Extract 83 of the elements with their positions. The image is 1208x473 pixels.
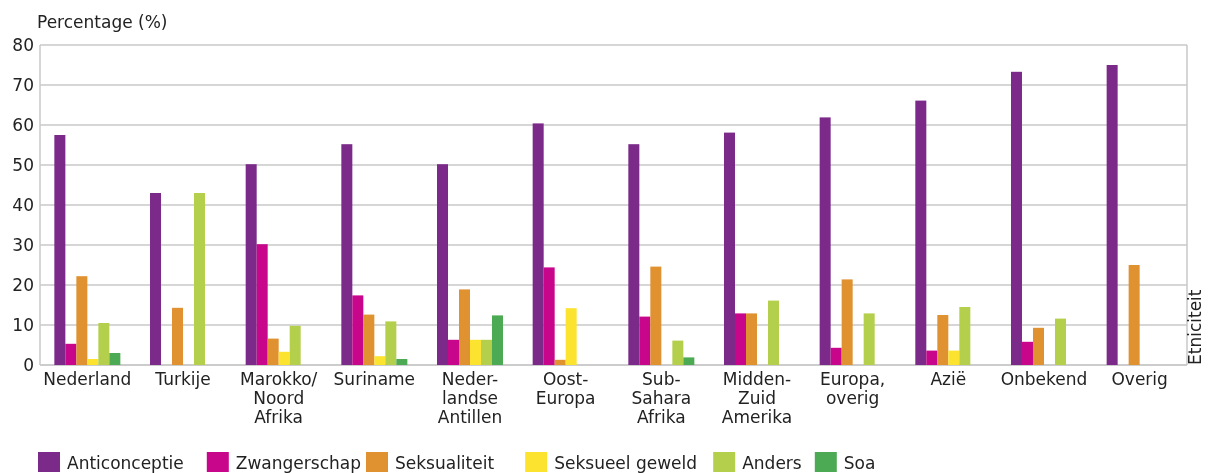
x-tick-label: Neder- landse Antillen xyxy=(437,369,503,427)
legend-label: Anders xyxy=(742,453,802,473)
bar xyxy=(532,123,544,365)
x-tick-label: Sub- Sahara Afrika xyxy=(631,369,692,427)
y-tick-label: 0 xyxy=(23,354,34,375)
bar xyxy=(926,350,938,365)
x-tick-label: Oost- Europa xyxy=(535,369,596,408)
bar xyxy=(937,315,949,365)
bar xyxy=(87,359,99,365)
bar xyxy=(470,339,482,365)
legend-label: Soa xyxy=(843,453,876,473)
bar xyxy=(1054,318,1066,365)
x-tick-label: Overig xyxy=(1111,369,1168,389)
y-tick-label: 80 xyxy=(12,34,34,55)
bar xyxy=(172,307,184,365)
y-tick-label: 20 xyxy=(12,274,34,295)
bar xyxy=(289,325,301,365)
x-tick-label: Turkije xyxy=(154,369,211,389)
bar xyxy=(341,144,353,365)
bar xyxy=(109,353,121,365)
bar xyxy=(830,347,842,365)
bar xyxy=(672,340,684,365)
bar xyxy=(437,164,448,365)
bar xyxy=(1128,265,1140,365)
bar xyxy=(841,279,853,365)
bar xyxy=(448,339,459,365)
x-tick-label: Suriname xyxy=(333,369,416,389)
bar xyxy=(98,323,110,365)
bar xyxy=(76,276,88,365)
x-tick-label: Europa, overig xyxy=(820,369,886,408)
bar xyxy=(194,193,206,365)
bar xyxy=(723,132,735,365)
legend-label: Seksualiteit xyxy=(395,453,495,473)
bar xyxy=(1106,65,1118,365)
x-tick-label: Azië xyxy=(930,369,967,389)
bar xyxy=(745,313,757,365)
bar xyxy=(628,144,640,365)
bar xyxy=(1021,341,1033,365)
x-tick-label: Marokko/ Noord Afrika xyxy=(240,369,318,427)
bar xyxy=(459,289,471,365)
legend-label: Seksueel geweld xyxy=(554,453,698,473)
y-tick-label: 60 xyxy=(12,114,34,135)
bar xyxy=(352,295,364,365)
bar xyxy=(650,266,662,365)
y-tick-label: 10 xyxy=(12,314,34,335)
bar xyxy=(554,359,566,365)
x-tick-label: Nederland xyxy=(43,369,132,389)
bar xyxy=(481,339,493,365)
x-tick-label: Midden- Zuid Amerika xyxy=(721,369,793,427)
bar xyxy=(385,321,397,365)
legend-label: Anticonceptie xyxy=(67,453,184,473)
bar xyxy=(768,300,779,365)
bar xyxy=(543,267,555,365)
bar xyxy=(363,314,375,365)
bar xyxy=(245,164,257,365)
bar xyxy=(565,308,577,365)
bar xyxy=(863,313,875,365)
bar xyxy=(374,356,386,365)
bar xyxy=(267,338,279,365)
bar xyxy=(959,307,971,365)
bar xyxy=(65,343,77,365)
bar xyxy=(734,313,746,365)
bar xyxy=(639,316,651,365)
bar xyxy=(948,350,960,365)
bar xyxy=(396,359,408,365)
bar xyxy=(819,117,831,365)
bar xyxy=(683,357,695,365)
x-tick-label: Onbekend xyxy=(1000,369,1088,389)
bar xyxy=(1010,71,1022,365)
bar xyxy=(1032,327,1044,365)
bar xyxy=(278,351,290,365)
bar xyxy=(256,244,268,365)
y-tick-label: 50 xyxy=(12,154,34,175)
y-tick-label: 70 xyxy=(12,74,34,95)
y-tick-label: 30 xyxy=(12,234,34,255)
bar xyxy=(915,100,927,365)
annotation: Etniciteit xyxy=(1185,289,1205,365)
legend-label: Zwangerschap xyxy=(235,453,361,473)
bar xyxy=(492,315,504,365)
bar xyxy=(150,193,162,365)
y-tick-label: 40 xyxy=(12,194,34,215)
bar xyxy=(54,135,66,365)
y-axis-title: Percentage (%) xyxy=(37,12,168,32)
